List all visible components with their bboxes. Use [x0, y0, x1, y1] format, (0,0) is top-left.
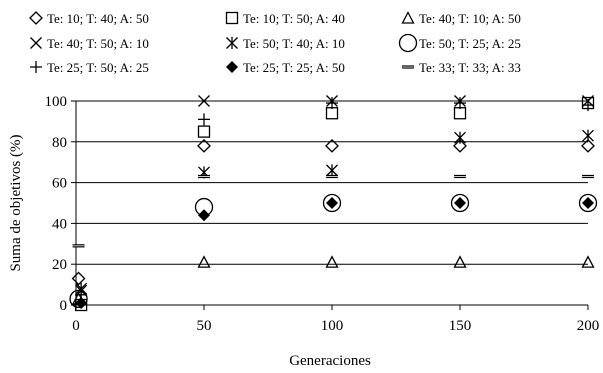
legend-item: Te: 40; T: 50; A: 10 [30, 36, 149, 51]
series-5 [75, 129, 594, 295]
data-point [582, 174, 594, 179]
data-point [582, 129, 594, 142]
data-point [325, 107, 339, 120]
y-tick-label: 20 [52, 257, 67, 273]
x-axis-label: Generaciones [289, 353, 371, 369]
legend-marker [226, 61, 238, 73]
series-7 [75, 97, 594, 301]
data-point [326, 197, 338, 209]
y-tick-label: 100 [45, 94, 68, 110]
legend-item: Te: 10; T: 40; A: 50 [29, 11, 149, 26]
legend-item: Te: 25; T: 25; A: 50 [226, 60, 345, 75]
legend-label: Te: 10; T: 50; A: 40 [243, 11, 345, 26]
data-point [581, 138, 595, 153]
data-point [197, 125, 211, 138]
legend-marker [226, 37, 238, 49]
legend-label: Te: 25; T: 25; A: 50 [243, 60, 345, 75]
data-point [198, 174, 210, 179]
data-point [582, 197, 594, 209]
data-point [322, 193, 342, 213]
y-tick-label: 40 [52, 216, 67, 232]
data-point [198, 95, 210, 107]
data-point [582, 99, 594, 112]
data-point [578, 193, 598, 213]
x-tick-label: 0 [72, 318, 80, 334]
x-tick-label: 200 [577, 318, 600, 334]
legend-marker [225, 11, 239, 25]
legend-marker [30, 37, 42, 49]
legend-label: Te: 50; T: 40; A: 10 [243, 36, 345, 51]
data-point [454, 174, 466, 179]
y-axis-label: Suma de objetivos (%) [8, 134, 24, 271]
tick-labels: 0 20 40 60 80 100 0 50 100 150 200 [45, 94, 600, 334]
legend-item: Te: 10; T: 50; A: 40 [225, 11, 345, 26]
legend-marker [398, 33, 418, 53]
legend-item: Te: 33; T: 33; A: 33 [402, 60, 521, 75]
legend-label: Te: 40; T: 10; A: 50 [419, 11, 521, 26]
x-tick-label: 50 [197, 318, 212, 334]
data-points [69, 95, 598, 312]
data-point [453, 255, 467, 268]
data-point [454, 197, 466, 209]
series-6 [69, 193, 598, 309]
y-tick-label: 80 [52, 135, 67, 151]
legend: Te: 10; T: 40; A: 50 Te: 10; T: 50; A: 40… [29, 11, 521, 75]
legend-marker [29, 11, 43, 25]
data-point [69, 289, 88, 309]
legend-label: Te: 25; T: 50; A: 25 [47, 60, 149, 75]
data-point [71, 271, 86, 286]
data-point [198, 113, 210, 126]
data-point [453, 107, 467, 120]
legend-item: Te: 50; T: 25; A: 25 [398, 33, 521, 53]
data-point [450, 193, 470, 213]
legend-marker [401, 11, 415, 24]
y-tick-label: 0 [60, 298, 68, 314]
data-point [197, 138, 211, 153]
data-point [197, 255, 211, 268]
series-1 [71, 138, 595, 286]
data-point [75, 296, 88, 309]
gridlines [76, 100, 588, 265]
series-4 [75, 95, 594, 297]
legend-label: Te: 50; T: 25; A: 25 [419, 36, 521, 51]
data-point [454, 131, 466, 144]
data-point [72, 244, 85, 248]
legend-item: Te: 25; T: 50; A: 25 [30, 60, 149, 75]
legend-label: Te: 33; T: 33; A: 33 [419, 60, 521, 75]
data-point [326, 174, 338, 179]
data-point [581, 255, 595, 268]
data-point [325, 255, 339, 268]
series-8 [75, 197, 594, 309]
data-point [326, 164, 338, 177]
legend-label: Te: 10; T: 40; A: 50 [47, 11, 149, 26]
legend-label: Te: 40; T: 50; A: 10 [47, 36, 149, 51]
data-point [454, 97, 466, 110]
legend-marker [30, 61, 42, 73]
axes [71, 100, 589, 310]
x-tick-label: 150 [449, 318, 472, 334]
legend-item: Te: 50; T: 40; A: 10 [226, 36, 345, 51]
data-point [453, 138, 467, 153]
data-point [198, 209, 210, 222]
data-point [326, 97, 338, 110]
legend-item: Te: 40; T: 10; A: 50 [401, 11, 521, 26]
legend-marker [402, 65, 414, 69]
x-tick-label: 100 [321, 318, 344, 334]
series-9 [72, 174, 594, 248]
data-point [325, 138, 339, 153]
y-tick-label: 60 [52, 176, 67, 192]
